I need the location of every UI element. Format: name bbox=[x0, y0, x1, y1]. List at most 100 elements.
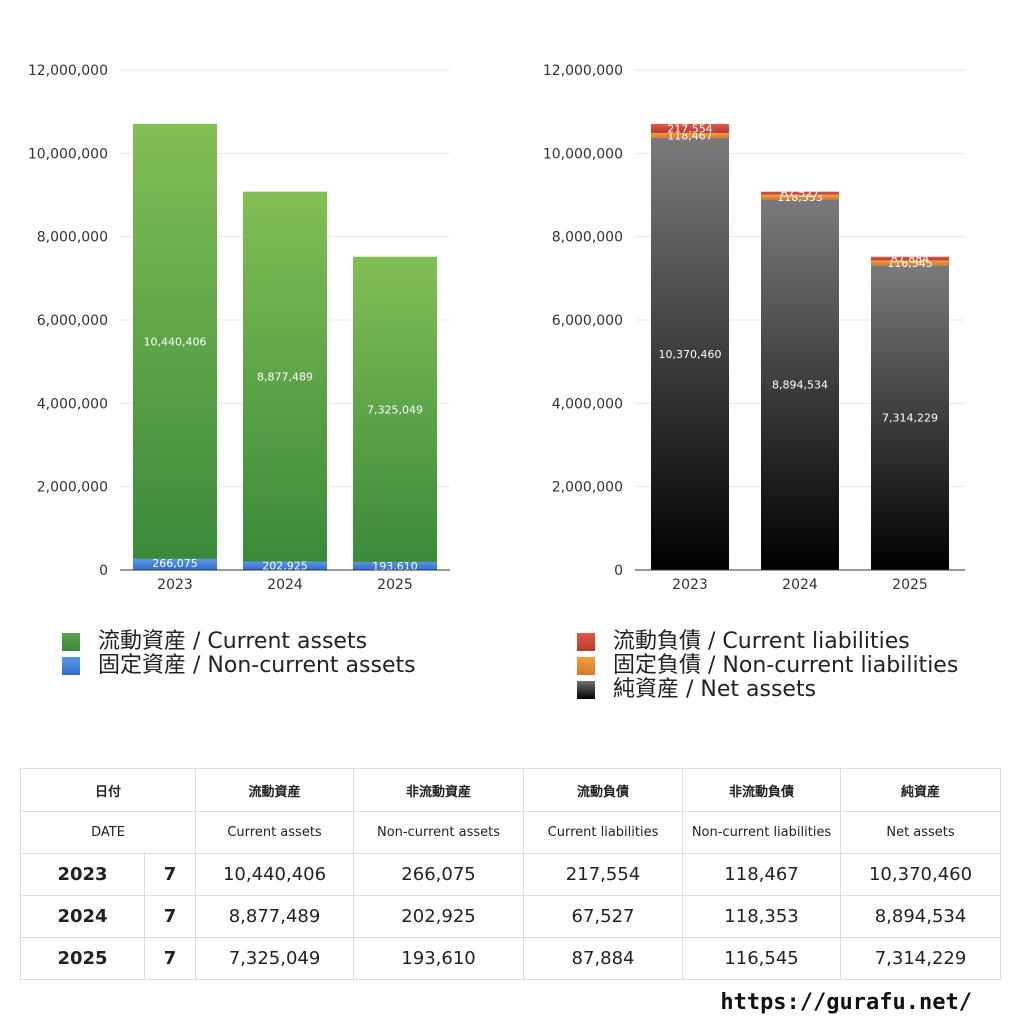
row-month: 7 bbox=[143, 853, 197, 896]
y-tick-label: 0 bbox=[99, 563, 108, 579]
current-assets-bar bbox=[353, 256, 437, 562]
cell-non-current-liabilities: 118,353 bbox=[682, 895, 842, 938]
row-month: 7 bbox=[143, 937, 197, 980]
bar-value-label: 10,440,406 bbox=[144, 335, 207, 348]
non-current-assets-bar bbox=[133, 558, 217, 570]
bar-value-label: 217,554 bbox=[667, 122, 713, 135]
x-tick-label: 2024 bbox=[267, 577, 303, 593]
current-liabilities-bar bbox=[871, 256, 949, 261]
legend-item-non-current-assets: 固定資産 / Non-current assets bbox=[62, 654, 416, 678]
charts-canvas: 12,000,000 10,000,000 8,000,000 6,000,000 4,… bbox=[28, 63, 965, 593]
cell-current-assets: 7,325,049 bbox=[195, 937, 355, 980]
current-liabilities-swatch bbox=[577, 633, 595, 651]
cell-non-current-assets: 202,925 bbox=[353, 895, 525, 938]
header-non-current-liabilities-jp: 非流動負債 bbox=[682, 768, 842, 812]
y-tick-label: 4,000,000 bbox=[37, 396, 108, 412]
row-month: 7 bbox=[143, 895, 197, 938]
y-tick-label: 10,000,000 bbox=[28, 146, 108, 162]
assets-legend: 流動資産 / Current assets 固定資産 / Non-current… bbox=[62, 630, 416, 678]
table-header-en: DATE Current assets Non-current assets C… bbox=[19, 811, 1002, 854]
non-current-liabilities-bar bbox=[761, 194, 839, 200]
net-assets-bar bbox=[761, 199, 839, 570]
table-row: 2025 7 7,325,049 193,610 87,884 116,545 … bbox=[20, 937, 1002, 980]
legend-label: 純資産 / Net assets bbox=[613, 677, 817, 702]
header-current-liabilities-jp: 流動負債 bbox=[523, 768, 684, 812]
non-current-liabilities-bar bbox=[871, 260, 949, 266]
legend-item-current-assets: 流動資産 / Current assets bbox=[62, 630, 416, 654]
bar-value-label: 266,075 bbox=[152, 557, 198, 570]
header-net-assets-en: Net assets bbox=[840, 811, 1002, 854]
current-liabilities-bar bbox=[761, 191, 839, 195]
net-assets-bar bbox=[651, 137, 729, 570]
bar-value-label: 202,925 bbox=[262, 560, 308, 573]
y-tick-label: 12,000,000 bbox=[543, 63, 623, 79]
header-non-current-assets-jp: 非流動資産 bbox=[353, 768, 525, 812]
y-tick-label: 6,000,000 bbox=[552, 313, 623, 329]
cell-net-assets: 10,370,460 bbox=[840, 853, 1002, 896]
y-tick-label: 0 bbox=[614, 563, 623, 579]
balance-sheet-table: 日付 流動資産 非流動資産 流動負債 非流動負債 純資産 DATE Curren… bbox=[19, 768, 1002, 980]
table-row: 2023 7 10,440,406 266,075 217,554 118,46… bbox=[20, 853, 1002, 896]
x-tick-label: 2025 bbox=[892, 577, 928, 593]
y-tick-label: 8,000,000 bbox=[552, 230, 623, 246]
y-tick-label: 10,000,000 bbox=[543, 146, 623, 162]
non-current-assets-swatch bbox=[62, 657, 80, 675]
header-non-current-liabilities-en: Non-current liabilities bbox=[682, 811, 842, 854]
header-current-assets-jp: 流動資産 bbox=[195, 768, 355, 812]
cell-non-current-liabilities: 118,467 bbox=[682, 853, 842, 896]
bar-value-label: 7,314,229 bbox=[882, 412, 938, 425]
x-tick-label: 2024 bbox=[782, 577, 818, 593]
bar-value-label: 8,877,489 bbox=[257, 371, 313, 384]
header-date-en: DATE bbox=[19, 811, 197, 854]
legend-label: 流動資産 / Current assets bbox=[98, 629, 368, 654]
x-tick-label: 2025 bbox=[377, 577, 413, 593]
liabilities-legend: 流動負債 / Current liabilities 固定負債 / Non-cu… bbox=[577, 630, 958, 702]
legend-item-current-liabilities: 流動負債 / Current liabilities bbox=[577, 630, 958, 654]
bar-value-label: 67,527 bbox=[781, 187, 820, 200]
header-non-current-assets-en: Non-current assets bbox=[353, 811, 525, 854]
non-current-assets-bar bbox=[243, 561, 327, 570]
current-assets-bar bbox=[243, 191, 327, 562]
current-assets-bar bbox=[133, 123, 217, 559]
non-current-liabilities-swatch bbox=[577, 657, 595, 675]
x-tick-label: 2023 bbox=[672, 577, 708, 593]
y-tick-label: 2,000,000 bbox=[552, 480, 623, 496]
y-tick-label: 8,000,000 bbox=[37, 230, 108, 246]
legend-item-net-assets: 純資産 / Net assets bbox=[577, 678, 958, 702]
bar-value-label: 8,894,534 bbox=[772, 379, 828, 392]
table-header-jp: 日付 流動資産 非流動資産 流動負債 非流動負債 純資産 bbox=[19, 768, 1002, 812]
table-row: 2024 7 8,877,489 202,925 67,527 118,353 … bbox=[20, 895, 1002, 938]
net-assets-bar bbox=[871, 265, 949, 570]
header-date-jp: 日付 bbox=[19, 768, 197, 812]
cell-non-current-assets: 266,075 bbox=[353, 853, 525, 896]
bar-value-label: 10,370,460 bbox=[659, 348, 722, 361]
legend-label: 固定負債 / Non-current liabilities bbox=[613, 653, 959, 678]
cell-current-liabilities: 217,554 bbox=[523, 853, 684, 896]
y-tick-label: 2,000,000 bbox=[37, 480, 108, 496]
non-current-liabilities-bar bbox=[651, 132, 729, 138]
header-current-assets-en: Current assets bbox=[195, 811, 355, 854]
legend-label: 流動負債 / Current liabilities bbox=[613, 629, 910, 654]
current-assets-swatch bbox=[62, 633, 80, 651]
header-net-assets-jp: 純資産 bbox=[840, 768, 1002, 812]
cell-current-liabilities: 67,527 bbox=[523, 895, 684, 938]
cell-current-assets: 10,440,406 bbox=[195, 853, 355, 896]
bar-value-label: 7,325,049 bbox=[367, 403, 423, 416]
x-tick-label: 2023 bbox=[157, 577, 193, 593]
net-assets-swatch bbox=[577, 681, 595, 699]
bar-value-label: 87,884 bbox=[891, 253, 930, 266]
non-current-assets-bar bbox=[353, 561, 437, 570]
cell-current-assets: 8,877,489 bbox=[195, 895, 355, 938]
cell-net-assets: 8,894,534 bbox=[840, 895, 1002, 938]
row-year: 2025 bbox=[20, 937, 145, 980]
current-liabilities-bar bbox=[651, 123, 729, 133]
row-year: 2024 bbox=[20, 895, 145, 938]
assets-chart: 12,000,000 10,000,000 8,000,000 6,000,000 4,… bbox=[28, 63, 450, 593]
cell-current-liabilities: 87,884 bbox=[523, 937, 684, 980]
y-tick-label: 12,000,000 bbox=[28, 63, 108, 79]
y-tick-label: 6,000,000 bbox=[37, 313, 108, 329]
site-url[interactable]: https://gurafu.net/ bbox=[720, 990, 972, 1015]
header-current-liabilities-en: Current liabilities bbox=[523, 811, 684, 854]
cell-non-current-assets: 193,610 bbox=[353, 937, 525, 980]
legend-item-non-current-liabilities: 固定負債 / Non-current liabilities bbox=[577, 654, 958, 678]
